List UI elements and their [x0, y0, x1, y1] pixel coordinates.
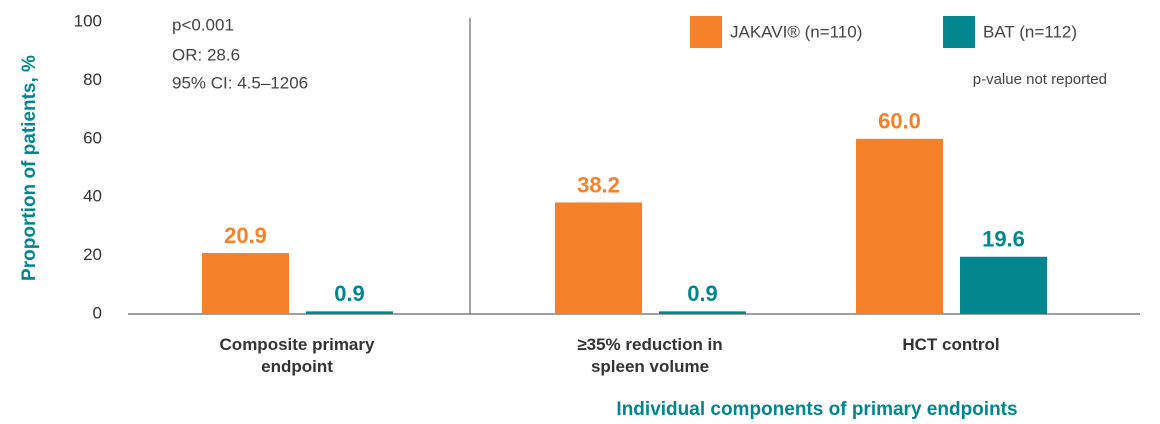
y-tick-label: 20 [83, 245, 102, 264]
value-label: 0.9 [334, 281, 365, 306]
x-tick-label: HCT control [902, 335, 1000, 354]
value-label: 0.9 [687, 281, 718, 306]
bar [202, 252, 289, 314]
annotation: 95% CI: 4.5–1206 [172, 73, 308, 92]
legend-label: BAT (n=112) [983, 22, 1077, 41]
value-label: 20.9 [224, 223, 267, 248]
bar [960, 256, 1047, 314]
legend-swatch [943, 16, 975, 48]
annotation: p<0.001 [172, 15, 234, 34]
y-tick-label: 80 [83, 70, 102, 89]
y-tick-label: 40 [83, 187, 102, 206]
value-label: 38.2 [577, 172, 620, 197]
legend-label: JAKAVI® (n=110) [730, 22, 862, 41]
y-axis-label: Proportion of patients, % [19, 55, 40, 281]
value-label: 19.6 [982, 227, 1025, 252]
bar [659, 311, 746, 314]
bar [306, 311, 393, 314]
value-label: 60.0 [878, 109, 921, 134]
y-tick-label: 0 [93, 303, 102, 322]
y-tick-label: 100 [74, 11, 102, 30]
x-tick-label: ≥35% reduction in spleen volume [577, 335, 723, 376]
annotation: p-value not reported [973, 71, 1107, 88]
legend-swatch [690, 16, 722, 48]
bar [555, 202, 642, 314]
y-tick-label: 60 [83, 128, 102, 147]
x-tick-label: Composite primary endpoint [219, 335, 375, 376]
bar [856, 138, 943, 314]
x-group-label: Individual components of primary endpoin… [616, 399, 1017, 420]
annotation: OR: 28.6 [172, 45, 240, 64]
